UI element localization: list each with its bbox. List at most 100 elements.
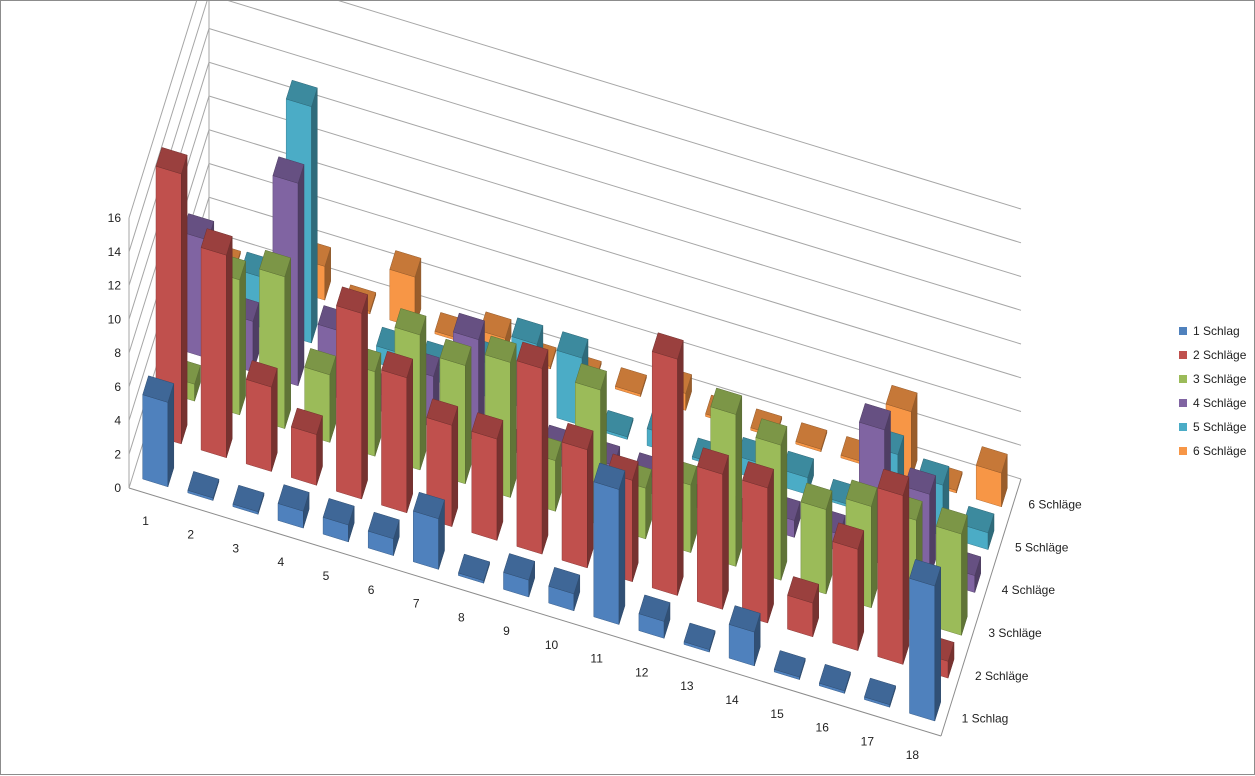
depth-tick-label: 3 Schläge <box>988 626 1042 640</box>
bar <box>818 663 851 694</box>
legend-item: 5 Schläge <box>1179 415 1246 439</box>
bar <box>548 566 581 612</box>
bar <box>651 332 684 596</box>
legend-item: 4 Schläge <box>1179 391 1246 415</box>
depth-tick-label: 2 Schläge <box>975 669 1029 683</box>
legend-swatch <box>1179 399 1187 407</box>
bar <box>367 511 400 556</box>
bar <box>322 498 355 543</box>
y-tick-label: 10 <box>108 312 122 326</box>
depth-tick-label: 6 Schläge <box>1028 497 1082 511</box>
bar <box>962 505 995 550</box>
bar <box>742 461 774 624</box>
x-tick-label: 5 <box>323 569 330 583</box>
bar <box>795 422 828 453</box>
bar <box>561 422 594 569</box>
x-tick-label: 9 <box>503 624 510 638</box>
x-tick-label: 13 <box>680 679 694 693</box>
bar <box>290 407 323 486</box>
bar <box>935 507 968 636</box>
y-tick-label: 0 <box>114 481 121 495</box>
legend-label: 6 Schläge <box>1193 444 1247 458</box>
legend-swatch <box>1179 327 1187 335</box>
bar <box>232 484 265 515</box>
floor-axis <box>128 487 942 737</box>
gridline <box>128 1 1022 219</box>
gridline <box>128 1 1022 252</box>
bar <box>787 576 820 638</box>
x-tick-label: 10 <box>545 638 559 652</box>
x-tick-label: 16 <box>816 721 830 735</box>
legend-item: 2 Schläge <box>1179 343 1246 367</box>
bar <box>601 409 634 440</box>
legend-label: 1 Schlag <box>1193 324 1240 338</box>
y-tick-label: 16 <box>108 211 122 225</box>
y-tick-label: 4 <box>114 414 121 428</box>
legend-swatch <box>1179 375 1187 383</box>
y-tick-label: 12 <box>108 279 122 293</box>
y-tick-label: 2 <box>114 447 121 461</box>
bar <box>516 341 549 555</box>
legend-swatch <box>1179 351 1187 359</box>
x-tick-label: 2 <box>187 528 194 542</box>
x-tick-label: 4 <box>278 555 285 569</box>
depth-tick-label: 1 Schlag <box>962 712 1009 726</box>
legend-label: 5 Schläge <box>1193 420 1247 434</box>
legend-item: 6 Schläge <box>1179 439 1246 463</box>
x-tick-label: 1 <box>142 514 149 528</box>
bar <box>142 375 175 488</box>
x-tick-label: 14 <box>725 693 739 707</box>
bar <box>683 622 716 653</box>
depth-tick-label: 5 Schläge <box>1015 540 1069 554</box>
bar <box>877 468 910 665</box>
bar <box>773 650 806 680</box>
bar <box>832 522 865 651</box>
y-tick-label: 6 <box>114 380 121 394</box>
bar <box>200 228 233 459</box>
bar <box>864 677 896 708</box>
legend-swatch <box>1179 423 1187 431</box>
bar <box>638 594 671 639</box>
bar <box>975 446 1008 508</box>
bar <box>593 462 626 625</box>
bar <box>412 491 445 570</box>
depth-tick-label: 4 Schläge <box>1002 583 1056 597</box>
x-tick-label: 12 <box>635 665 649 679</box>
x-tick-label: 8 <box>458 610 465 624</box>
legend-swatch <box>1179 447 1187 455</box>
y-tick-label: 14 <box>108 245 122 259</box>
legend-label: 4 Schläge <box>1193 396 1247 410</box>
bar <box>503 553 536 598</box>
x-tick-label: 6 <box>368 583 375 597</box>
legend-label: 3 Schläge <box>1193 372 1247 386</box>
chart-legend: 1 Schlag 2 Schläge 3 Schläge 4 Schläge 5 Sch… <box>1179 319 1246 463</box>
bar <box>782 450 814 495</box>
bar <box>696 447 729 610</box>
x-tick-label: 7 <box>413 597 420 611</box>
chart-bars <box>142 79 1008 722</box>
bar <box>471 412 504 541</box>
legend-label: 2 Schläge <box>1193 348 1247 362</box>
x-tick-label: 11 <box>590 652 603 666</box>
y-tick-label: 8 <box>114 346 121 360</box>
x-tick-label: 17 <box>861 734 875 748</box>
bar <box>728 605 761 667</box>
bar <box>336 286 368 500</box>
bar <box>909 559 942 722</box>
bar <box>277 484 310 529</box>
bar <box>614 367 647 397</box>
x-tick-label: 18 <box>906 748 920 762</box>
bar <box>155 147 188 445</box>
x-tick-label: 15 <box>770 707 784 721</box>
legend-item: 3 Schläge <box>1179 367 1246 391</box>
chart-walls <box>128 1 1022 737</box>
bar <box>458 553 490 584</box>
bar <box>800 482 833 595</box>
bar <box>245 360 278 472</box>
chart-tick-labels: 0246810121416123456789101112131415161718… <box>108 211 1082 762</box>
bar <box>187 471 220 501</box>
bar <box>381 350 414 514</box>
legend-item: 1 Schlag <box>1179 319 1246 343</box>
